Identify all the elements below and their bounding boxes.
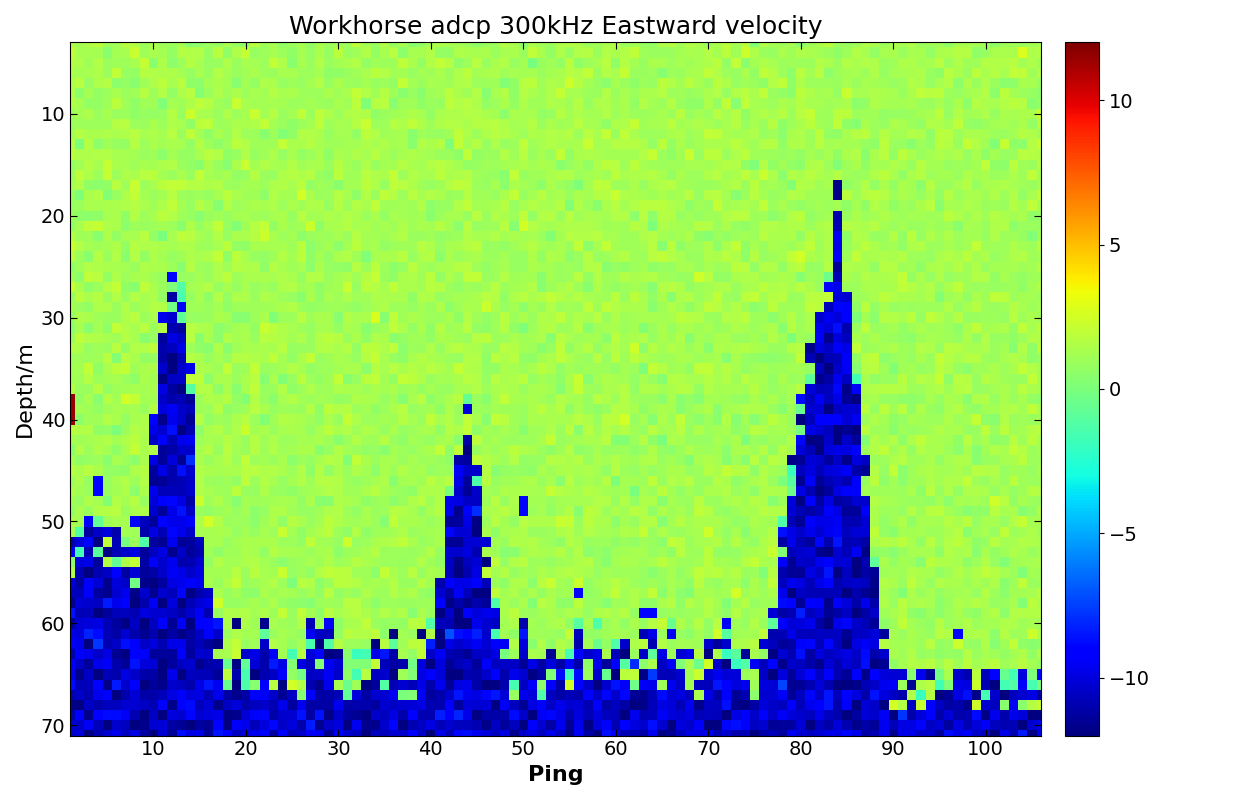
Title: Workhorse adcp 300kHz Eastward velocity: Workhorse adcp 300kHz Eastward velocity — [289, 15, 822, 39]
X-axis label: Ping: Ping — [528, 765, 584, 785]
Y-axis label: Depth/m: Depth/m — [15, 341, 35, 438]
